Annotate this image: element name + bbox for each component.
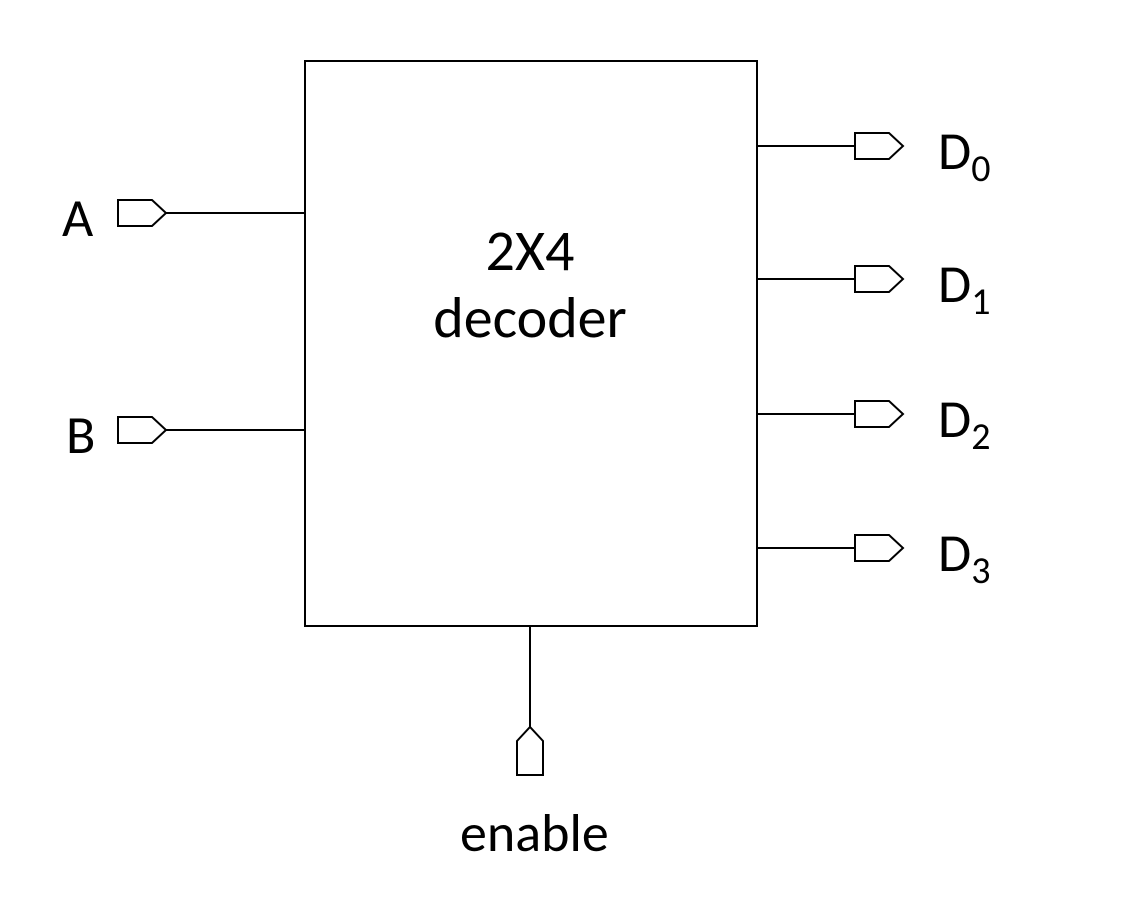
output-d0-label: D0 <box>938 118 991 192</box>
output-d3-sub: 3 <box>971 548 990 594</box>
block-title-line1: 2X4 <box>486 215 575 286</box>
enable-label: enable <box>460 800 609 866</box>
input-a-text: A <box>62 185 93 251</box>
output-d2-text: D <box>938 386 971 452</box>
enable-text: enable <box>460 800 609 866</box>
output-d3-label: D3 <box>938 520 991 594</box>
input-a-label: A <box>62 185 93 251</box>
output-d3-text: D <box>938 520 971 586</box>
block-title: 2X4 decoder <box>380 218 680 351</box>
input-b-label: B <box>66 402 95 468</box>
output-d2-label: D2 <box>938 386 991 460</box>
output-d1-text: D <box>938 251 971 317</box>
block-title-line2: decoder <box>433 282 627 353</box>
output-d1-label: D1 <box>938 251 991 325</box>
output-d0-text: D <box>938 118 971 184</box>
output-d2-sub: 2 <box>971 414 990 460</box>
input-b-text: B <box>66 402 95 468</box>
output-d1-sub: 1 <box>971 279 990 325</box>
output-d0-sub: 0 <box>971 146 990 192</box>
